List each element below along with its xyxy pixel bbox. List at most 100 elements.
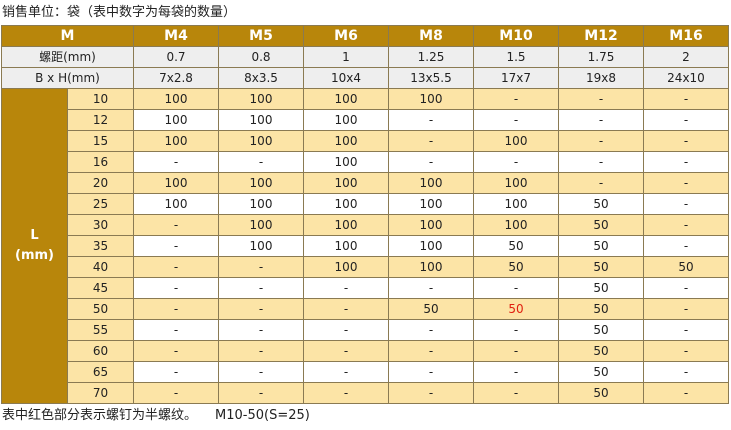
size-header-m10: M10 [473,25,559,47]
qty-cell: - [133,340,219,362]
length-row: 55- - - - -50- [2,319,729,341]
pitch-cell: 0.7 [133,46,219,68]
qty-cell: - [643,88,729,110]
qty-cell: 100 [303,214,389,236]
bxh-cell: 17x7 [473,67,559,89]
bxh-row: B x H(mm) 7x2.8 8x3.5 10x4 13x5.5 17x7 19x8 24… [1,67,729,89]
qty-cell: 100 [473,193,559,215]
length-value: 60 [67,340,134,362]
length-row: 45- - - - -50- [2,277,729,299]
length-value: 20 [67,172,134,194]
qty-cell: - [643,319,729,341]
qty-cell: 50 [558,319,644,341]
length-value: 50 [67,298,134,320]
footnote-caption: 表中红色部分表示螺钉为半螺纹。 M10-50(S=25) [2,407,310,425]
length-value: 30 [67,214,134,236]
qty-cell: 100 [218,130,304,152]
qty-cell: 100 [473,172,559,194]
pitch-cell: 2 [643,46,729,68]
bxh-cell: 24x10 [643,67,729,89]
qty-cell: 100 [303,151,389,173]
length-axis-label: L [30,228,39,243]
qty-cell: 100 [473,214,559,236]
qty-cell: - [133,298,219,320]
qty-cell: - [388,130,474,152]
qty-cell: - [218,340,304,362]
qty-cell: - [643,193,729,215]
qty-cell: - [218,277,304,299]
qty-cell: 50 [558,277,644,299]
qty-cell: - [218,319,304,341]
qty-cell: 50 [473,298,559,320]
qty-cell: 100 [303,109,389,131]
qty-cell: - [643,298,729,320]
length-value: 12 [67,109,134,131]
qty-cell: - [473,382,559,404]
length-row: 50- - -50 50 50- [2,298,729,320]
length-row: 16- -100- - - - [2,151,729,173]
qty-cell: - [643,130,729,152]
bxh-cell: 7x2.8 [133,67,219,89]
qty-cell: 50 [643,256,729,278]
bxh-cell: 13x5.5 [388,67,474,89]
qty-cell: - [388,151,474,173]
qty-cell: 100 [388,193,474,215]
length-value: 10 [67,88,134,110]
qty-cell: 50 [388,298,474,320]
pitch-cell: 1 [303,46,389,68]
qty-cell: 100 [218,109,304,131]
length-value: 15 [67,130,134,152]
qty-cell: - [558,151,644,173]
qty-cell: 50 [558,256,644,278]
length-row: 60- - - - -50- [2,340,729,362]
half-thread-note: 表中红色部分表示螺钉为半螺纹。 [2,408,198,423]
pitch-cell: 0.8 [218,46,304,68]
qty-cell: 100 [303,193,389,215]
qty-cell: - [643,235,729,257]
qty-cell: - [388,361,474,383]
qty-cell: 50 [558,298,644,320]
length-value: 25 [67,193,134,215]
qty-cell: 100 [218,172,304,194]
length-row: 35-100 100 100 50 50- [2,235,729,257]
qty-cell: - [303,277,389,299]
half-thread-example: M10-50(S=25) [215,408,310,423]
qty-cell: 100 [133,88,219,110]
size-header-m4: M4 [133,25,219,47]
bxh-cell: 8x3.5 [218,67,304,89]
bxh-cell: 19x8 [558,67,644,89]
length-row: 20 100 100 100 100 100- - [2,172,729,194]
qty-cell: 50 [558,382,644,404]
length-axis-unit: (mm) [15,248,54,263]
qty-cell: 100 [218,214,304,236]
length-row: 40- -100 100 50 50 50 [2,256,729,278]
qty-cell: - [218,382,304,404]
size-header-m5: M5 [218,25,304,47]
qty-cell: - [133,214,219,236]
qty-cell: 100 [388,256,474,278]
qty-cell: - [558,130,644,152]
qty-cell: 100 [388,88,474,110]
qty-cell: 100 [388,235,474,257]
qty-cell: 100 [218,193,304,215]
qty-cell: 100 [303,130,389,152]
qty-cell: 50 [558,361,644,383]
size-header-row: M M4 M5 M6 M8 M10 M12 M16 [1,25,729,47]
qty-cell: 50 [473,256,559,278]
qty-cell: 100 [303,235,389,257]
unit-caption: 销售单位：袋（表中数字为每袋的数量） [2,5,237,20]
qty-cell: 100 [133,193,219,215]
qty-cell: - [473,151,559,173]
qty-cell: 100 [388,214,474,236]
qty-cell: 100 [133,109,219,131]
length-value: 40 [67,256,134,278]
qty-cell: 100 [473,130,559,152]
size-header-m12: M12 [558,25,644,47]
screw-spec-table: M M4 M5 M6 M8 M10 M12 M16 螺距(mm) 0.7 0.8 1 1.25 1.… [1,25,729,404]
length-row: 70- - - - -50- [2,382,729,404]
qty-cell: 100 [303,88,389,110]
qty-cell: - [133,277,219,299]
length-row: 30-100 100 100 100 50- [2,214,729,236]
bxh-label: B x H(mm) [1,67,134,89]
length-row: 12 100 100 100- - - - [2,109,729,131]
